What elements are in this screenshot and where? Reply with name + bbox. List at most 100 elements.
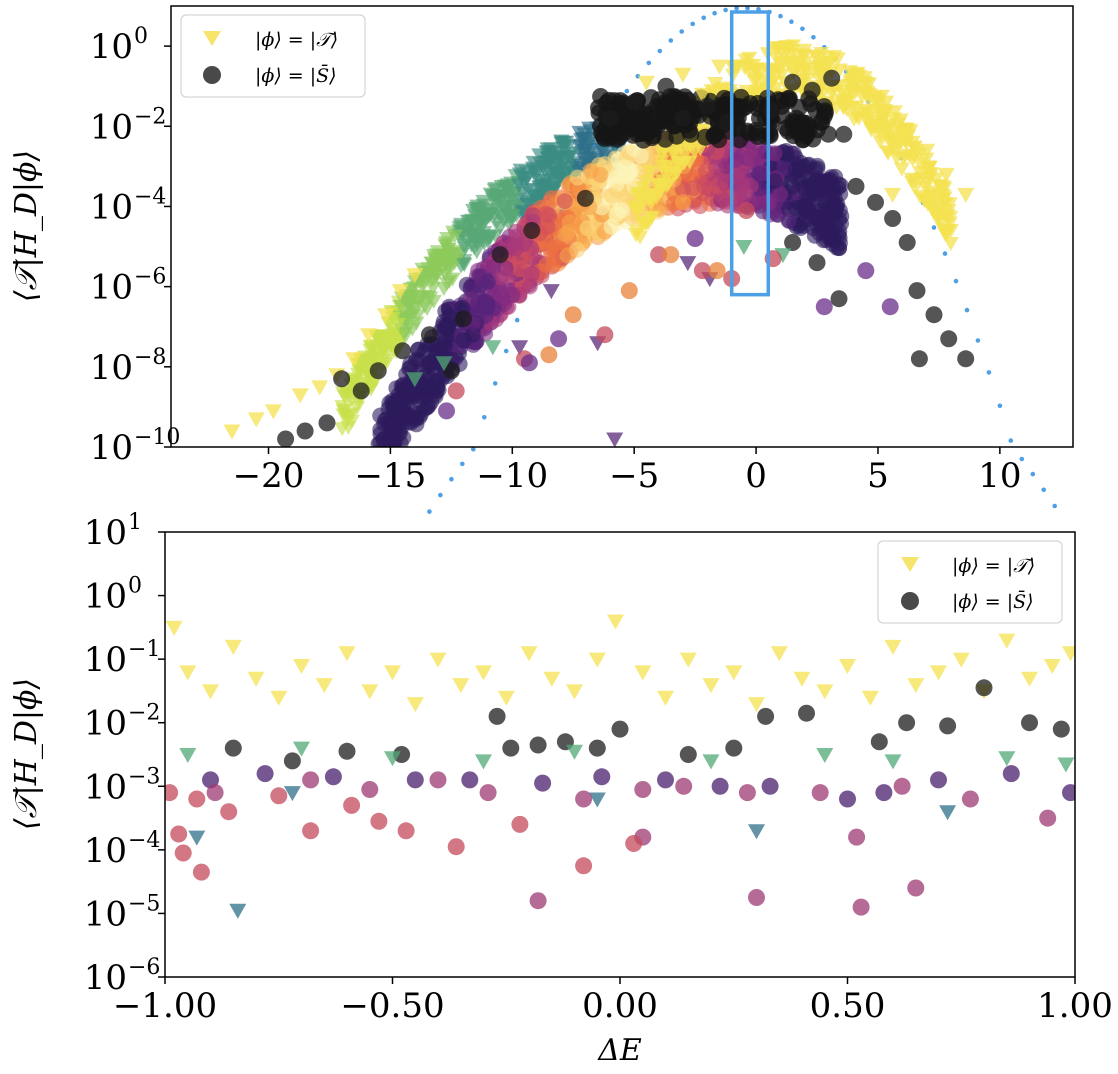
cloud-triangle <box>893 162 910 177</box>
cloud-point <box>825 178 841 195</box>
top-point <box>491 246 509 264</box>
top-point <box>708 262 726 280</box>
envelope-dot <box>953 278 959 284</box>
cloud-triangle <box>466 241 483 256</box>
legend-triangle-marker <box>203 31 221 46</box>
bottom-point <box>1062 646 1075 662</box>
cloud-triangle <box>923 198 940 213</box>
cloud-triangle <box>780 54 797 69</box>
cloud-triangle <box>895 151 912 166</box>
bottom-point <box>875 784 893 802</box>
bottom-point <box>452 678 470 694</box>
bottom-point <box>206 784 224 802</box>
bottom-point <box>738 784 756 802</box>
bottom-point <box>338 742 356 760</box>
cloud-triangle <box>829 52 846 67</box>
bottom-point <box>930 665 947 681</box>
top-x-tick-label: 5 <box>867 456 889 496</box>
cloud-triangle <box>425 294 442 309</box>
top-x-tick-label: −5 <box>609 456 659 496</box>
cloud-triangle <box>438 277 455 292</box>
cloud-point <box>592 166 609 183</box>
bottom-point <box>1057 757 1075 773</box>
bottom-point <box>725 665 743 681</box>
cloud-point <box>644 109 662 126</box>
top-point <box>925 306 943 324</box>
bottom-point <box>315 678 333 694</box>
top-point <box>657 77 675 95</box>
cloud-point <box>825 231 842 248</box>
bottom-point <box>575 790 593 808</box>
top-point <box>903 135 921 151</box>
top-x-axis: −20 −15 −10 −5 0 5 10 <box>233 447 1021 496</box>
cloud-triangle <box>487 229 504 244</box>
bottom-point <box>324 768 342 786</box>
bottom-point <box>770 646 788 662</box>
top-point <box>884 187 902 203</box>
top-point <box>520 354 538 372</box>
cloud-point <box>455 332 472 349</box>
top-point <box>762 101 780 119</box>
bottom-y-tick-label: 10−4 <box>84 828 161 871</box>
bottom-point <box>497 690 515 706</box>
bottom-point <box>447 838 465 856</box>
cloud-point <box>497 266 514 283</box>
cloud-point <box>747 121 765 139</box>
bottom-point <box>270 787 288 805</box>
bottom-x-tick-label: −1.00 <box>113 986 217 1026</box>
cloud-point <box>800 190 817 207</box>
bottom-point <box>192 863 210 881</box>
cloud-triangle <box>768 81 785 96</box>
cloud-triangle <box>459 214 476 229</box>
envelope-dot <box>646 60 652 66</box>
top-point <box>847 67 865 83</box>
bottom-y-tick-label: 10−1 <box>84 637 161 680</box>
bottom-point <box>761 777 779 795</box>
bottom-point <box>939 805 957 821</box>
cloud-triangle <box>481 209 498 224</box>
envelope-dot <box>679 29 684 34</box>
bottom-point <box>293 659 310 674</box>
cloud-point <box>628 112 646 130</box>
cloud-point <box>401 407 418 424</box>
top-legend: |ϕ⟩ = |𝒯⟩ |ϕ⟩ = |S̄⟩ <box>180 14 366 98</box>
bottom-point <box>816 684 834 700</box>
bottom-point <box>1021 671 1038 687</box>
top-point <box>352 382 370 400</box>
cloud-triangle <box>629 225 646 240</box>
cloud-triangle <box>402 295 419 310</box>
cloud-triangle <box>907 181 924 196</box>
cloud-triangle <box>641 165 658 180</box>
top-point <box>406 372 424 388</box>
top-point <box>867 193 884 211</box>
top-point <box>511 340 529 356</box>
cloud-triangle <box>352 365 369 380</box>
cloud-triangle <box>751 67 768 82</box>
cloud-triangle <box>475 194 492 209</box>
top-point <box>784 234 802 251</box>
bottom-point <box>283 786 301 802</box>
bottom-point <box>702 678 720 694</box>
cloud-triangle <box>413 290 430 305</box>
top-point <box>333 370 351 388</box>
top-point <box>835 125 853 143</box>
top-x-tick-label: 10 <box>978 456 1021 496</box>
top-point <box>318 414 336 432</box>
top-point <box>540 346 558 364</box>
cloud-triangle <box>552 162 569 177</box>
top-point <box>625 93 643 111</box>
cloud-triangle <box>935 180 952 195</box>
cloud-triangle <box>771 41 788 56</box>
cloud-triangle <box>885 141 902 156</box>
envelope-dot <box>624 88 630 94</box>
cloud-triangle <box>574 131 591 146</box>
bottom-point <box>893 777 911 795</box>
cloud-triangle <box>434 261 451 276</box>
top-point <box>311 380 329 396</box>
top-point <box>693 87 711 103</box>
cloud-point <box>698 162 714 179</box>
cloud-point <box>742 177 759 194</box>
cloud-point <box>386 434 403 447</box>
cloud-triangle <box>375 343 392 358</box>
